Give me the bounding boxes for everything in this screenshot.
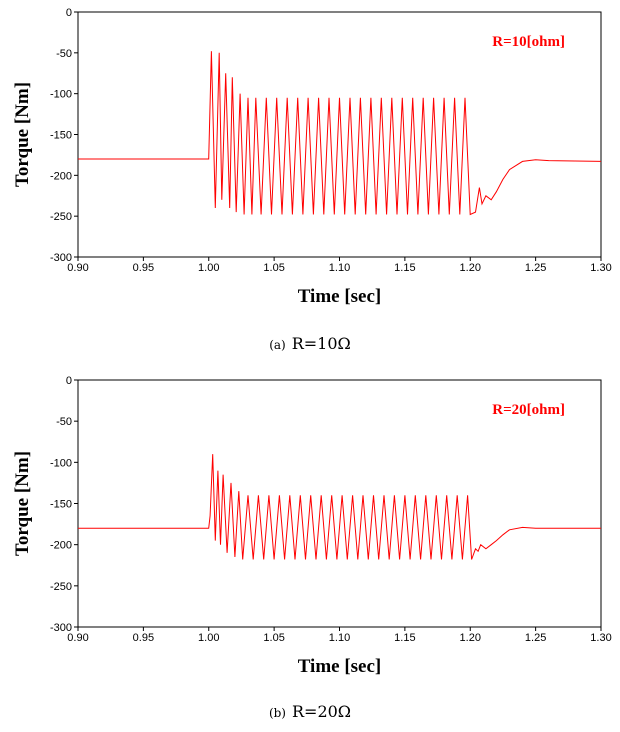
x-tick-label: 1.30 bbox=[590, 262, 611, 274]
y-tick-label: -300 bbox=[50, 622, 72, 634]
x-tick-label: 1.20 bbox=[460, 632, 481, 644]
y-tick-label: -150 bbox=[50, 130, 72, 142]
y-tick-label: -50 bbox=[56, 48, 72, 60]
y-tick-label: 0 bbox=[66, 375, 72, 387]
y-tick-label: -100 bbox=[50, 457, 72, 469]
y-tick-label: -150 bbox=[50, 499, 72, 511]
x-tick-label: 0.90 bbox=[67, 632, 88, 644]
y-tick-label: 0 bbox=[66, 7, 72, 19]
torque-series-line bbox=[78, 454, 601, 560]
y-tick-label: -50 bbox=[56, 416, 72, 428]
legend-label: R=20[ohm] bbox=[492, 402, 565, 418]
caption-tag-b: (b) bbox=[268, 706, 286, 720]
x-tick-label: 1.00 bbox=[198, 632, 219, 644]
y-tick-label: -200 bbox=[50, 170, 72, 182]
y-tick-label: -250 bbox=[50, 581, 72, 593]
caption-tag-a: (a) bbox=[269, 338, 286, 352]
caption-b: (b) R=20Ω bbox=[0, 702, 620, 721]
y-tick-label: -200 bbox=[50, 540, 72, 552]
x-tick-label: 1.30 bbox=[590, 632, 611, 644]
y-axis-title: Torque [Nm] bbox=[12, 451, 33, 556]
x-tick-label: 1.05 bbox=[263, 632, 284, 644]
x-axis-title: Time [sec] bbox=[298, 656, 382, 677]
x-tick-label: 1.25 bbox=[525, 262, 546, 274]
x-tick-label: 1.05 bbox=[263, 262, 284, 274]
y-tick-label: -100 bbox=[50, 89, 72, 101]
x-tick-label: 1.20 bbox=[460, 262, 481, 274]
x-tick-label: 1.15 bbox=[394, 262, 415, 274]
caption-text-b: R=20Ω bbox=[291, 702, 352, 721]
x-axis-title: Time [sec] bbox=[298, 286, 382, 307]
x-tick-label: 1.00 bbox=[198, 262, 219, 274]
x-tick-label: 0.95 bbox=[133, 262, 154, 274]
y-axis-title: Torque [Nm] bbox=[12, 82, 33, 187]
y-tick-label: -300 bbox=[50, 252, 72, 264]
legend-label: R=10[ohm] bbox=[492, 34, 565, 50]
y-tick-label: -250 bbox=[50, 211, 72, 223]
x-tick-label: 1.15 bbox=[394, 632, 415, 644]
x-tick-label: 1.25 bbox=[525, 632, 546, 644]
caption-a: (a) R=10Ω bbox=[0, 334, 620, 353]
x-tick-label: 1.10 bbox=[329, 632, 350, 644]
chart-panel-b: 0 -50 -100 -150 -200 -250 -300 0.90 0.95 1.00 1.05… bbox=[0, 368, 620, 732]
torque-series-line bbox=[78, 51, 602, 216]
chart-panel-a: 0 -50 -100 -150 -200 -250 -300 0.90 0.95 1.00 1.05… bbox=[0, 7, 620, 353]
caption-text-a: R=10Ω bbox=[291, 334, 351, 353]
x-tick-label: 0.90 bbox=[67, 262, 88, 274]
x-tick-label: 0.95 bbox=[133, 632, 154, 644]
x-tick-label: 1.10 bbox=[329, 262, 350, 274]
